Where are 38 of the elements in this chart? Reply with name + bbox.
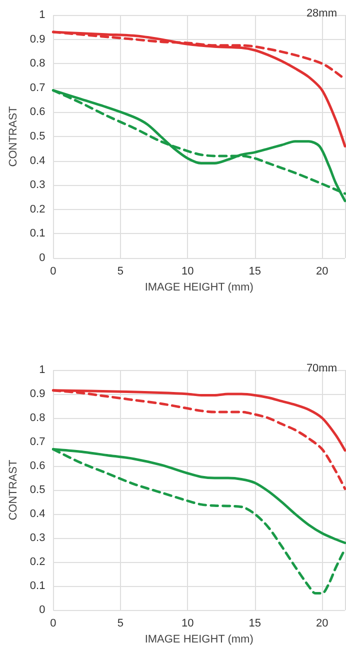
y-tick-label: 0.1 <box>30 228 46 240</box>
y-tick-label: 0.4 <box>30 508 46 520</box>
x-tick-label: 20 <box>316 266 328 278</box>
x-tick-label: 5 <box>117 618 124 630</box>
y-tick-label: 0.2 <box>30 556 46 568</box>
y-tick-label: 0.6 <box>30 106 46 118</box>
y-tick-label: 0.1 <box>30 580 46 592</box>
y-tick-label: 0.5 <box>30 484 46 496</box>
y-tick-label: 0.5 <box>30 130 46 142</box>
y-tick-label: 0.8 <box>30 58 46 70</box>
y-tick-label: 0.9 <box>30 388 46 400</box>
x-axis-title: IMAGE HEIGHT (mm) <box>144 282 254 294</box>
y-tick-label: 0.3 <box>30 532 46 544</box>
x-tick-label: 10 <box>182 266 194 278</box>
chart-title: 70mm <box>306 362 337 374</box>
y-tick-label: 1 <box>39 9 46 21</box>
x-axis-title: IMAGE HEIGHT (mm) <box>144 634 254 646</box>
y-tick-label: 0.2 <box>30 203 46 216</box>
x-tick-label: 0 <box>50 618 56 630</box>
y-axis-title: CONTRAST <box>8 460 20 520</box>
y-tick-label: 0 <box>39 604 46 616</box>
y-tick-label: 0.3 <box>30 179 46 192</box>
x-tick-label: 10 <box>182 618 194 630</box>
y-tick-label: 0.7 <box>30 436 46 448</box>
x-tick-label: 5 <box>117 266 124 278</box>
y-axis-title: CONTRAST <box>8 106 20 167</box>
y-tick-label: 0.7 <box>30 82 46 94</box>
x-tick-label: 0 <box>50 266 56 278</box>
y-tick-label: 0.9 <box>30 33 46 46</box>
x-tick-label: 15 <box>248 266 262 278</box>
x-tick-label: 15 <box>248 618 262 630</box>
y-tick-label: 0.4 <box>30 154 46 167</box>
chart-title: 28mm <box>306 8 337 20</box>
y-tick-label: 0.6 <box>30 460 46 472</box>
y-tick-label: 0 <box>39 252 46 264</box>
y-tick-label: 1 <box>39 364 46 376</box>
y-tick-label: 0.8 <box>30 412 46 424</box>
x-tick-label: 20 <box>316 618 328 630</box>
